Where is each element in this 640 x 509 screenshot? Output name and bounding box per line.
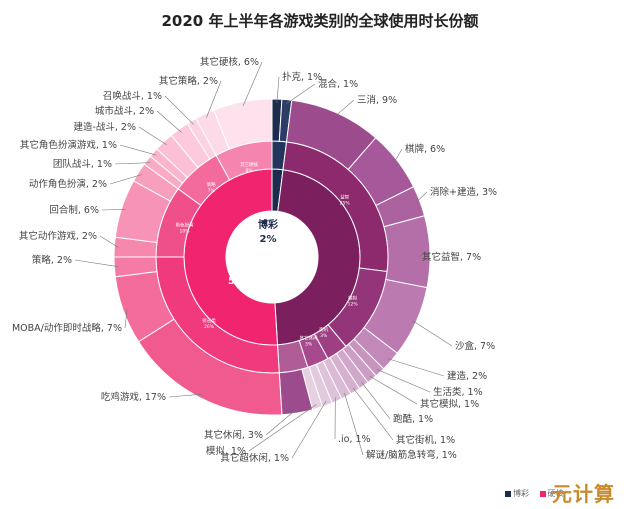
leader-line-25 bbox=[138, 126, 167, 145]
leader-line-14 bbox=[291, 401, 327, 459]
leader-line-29 bbox=[242, 61, 263, 106]
leader-line-15 bbox=[248, 404, 317, 452]
middle-label-2: 模拟 12% bbox=[348, 294, 359, 307]
leader-line-10 bbox=[361, 382, 391, 420]
middle-label-4: 其它休闲 3% bbox=[300, 334, 318, 347]
legend-item-gambling: 博彩 bbox=[505, 489, 529, 498]
inner-label-name-2: 硬核 bbox=[230, 260, 250, 273]
leader-line-17 bbox=[168, 393, 203, 398]
inner-label-value-0: 2% bbox=[260, 234, 277, 245]
leader-line-21 bbox=[101, 209, 126, 211]
leader-line-28 bbox=[206, 80, 222, 118]
outer-label-11: 其它街机, 1% bbox=[396, 434, 455, 446]
outer-label-26: 城市战斗, 2% bbox=[95, 105, 154, 117]
leader-line-4 bbox=[415, 191, 428, 203]
outer-label-29: 其它硬核, 6% bbox=[200, 56, 259, 68]
watermark-logo: 元计算 bbox=[552, 482, 615, 506]
outer-label-12: 解谜/脑筋急转弯, 1% bbox=[366, 449, 457, 461]
leader-line-22 bbox=[109, 174, 143, 185]
outer-label-21: 回合制, 6% bbox=[49, 204, 99, 216]
inner-label-name-0: 博彩 bbox=[258, 218, 278, 231]
outer-label-22: 动作角色扮演, 2% bbox=[29, 178, 107, 190]
outer-label-13: .io, 1% bbox=[338, 434, 371, 445]
outer-label-17: 吃鸡游戏, 17% bbox=[101, 391, 166, 403]
leader-line-5 bbox=[418, 251, 427, 258]
leader-line-8 bbox=[377, 369, 431, 393]
middle-label-9: 其它硬核 8% bbox=[240, 161, 258, 174]
leader-line-27 bbox=[164, 95, 194, 125]
center-hole bbox=[226, 211, 318, 303]
leader-line-11 bbox=[352, 387, 394, 441]
legend-swatch-hardcore bbox=[539, 490, 546, 497]
leader-line-18 bbox=[124, 309, 128, 329]
outer-label-2: 三消, 9% bbox=[357, 94, 397, 106]
outer-segment-29 bbox=[213, 98, 273, 150]
outer-label-28: 其它策略, 2% bbox=[159, 75, 218, 87]
outer-label-18: MOBA/动作即时战略, 7% bbox=[12, 322, 122, 334]
inner-label-value-2: 51% bbox=[228, 276, 252, 287]
outer-label-6: 沙盒, 7% bbox=[455, 340, 495, 352]
leader-line-19 bbox=[74, 259, 119, 267]
outer-label-24: 其它角色扮演游戏, 1% bbox=[20, 139, 117, 151]
outer-label-0: 扑克, 1% bbox=[282, 71, 322, 83]
leader-line-3 bbox=[393, 148, 403, 164]
outer-label-9: 其它模拟, 1% bbox=[420, 398, 479, 410]
outer-label-14: 其它超休闲, 1% bbox=[220, 452, 289, 464]
middle-label-6: 射击类 26% bbox=[202, 317, 216, 330]
leader-line-16 bbox=[265, 408, 297, 436]
legend-label-hardcore: 硬核 bbox=[547, 489, 564, 498]
leader-line-7 bbox=[387, 358, 445, 377]
inner-label-name-1: 休闲 bbox=[285, 246, 306, 259]
inner-label-value-1: 47% bbox=[284, 262, 308, 273]
leader-line-24 bbox=[119, 144, 157, 156]
leader-line-26 bbox=[156, 110, 182, 133]
outer-label-7: 建造, 2% bbox=[447, 370, 487, 382]
outer-label-1: 混合, 1% bbox=[318, 78, 358, 90]
leader-line-20 bbox=[99, 235, 119, 248]
outer-label-19: 策略, 2% bbox=[32, 254, 72, 266]
middle-label-1: 益智 25% bbox=[340, 194, 351, 207]
leader-line-12 bbox=[344, 392, 364, 456]
middle-label-8: 策略 7% bbox=[207, 181, 216, 194]
outer-label-5: 其它益智, 7% bbox=[422, 251, 481, 263]
outer-label-16: 其它休闲, 3% bbox=[204, 429, 263, 441]
outer-label-25: 建造-战斗, 2% bbox=[73, 121, 136, 133]
outer-label-8: 生活类, 1% bbox=[433, 386, 483, 398]
middle-label-3: 街机 3% bbox=[319, 326, 328, 339]
outer-label-10: 跑酷, 1% bbox=[393, 413, 433, 425]
leader-line-6 bbox=[412, 320, 453, 347]
leader-line-1 bbox=[286, 83, 316, 104]
leader-line-2 bbox=[334, 99, 355, 117]
legend-item-hardcore: 硬核 bbox=[539, 489, 564, 498]
leader-line-9 bbox=[369, 375, 418, 405]
outer-label-23: 团队战斗, 1% bbox=[53, 158, 112, 170]
legend-swatch-gambling bbox=[505, 490, 511, 497]
outer-label-20: 其它动作游戏, 2% bbox=[19, 230, 97, 242]
outer-label-4: 消除+建造, 3% bbox=[430, 186, 497, 198]
chart-legend: 博彩 硬核 bbox=[505, 488, 572, 499]
outer-label-15: 模拟, 1% bbox=[206, 445, 246, 457]
legend-label-gambling: 博彩 bbox=[513, 489, 529, 498]
outer-label-3: 棋牌, 6% bbox=[405, 143, 445, 155]
outer-label-27: 召唤战斗, 1% bbox=[103, 90, 162, 102]
chart-title: 2020 年上半年各游戏类别的全球使用时长份额 bbox=[161, 12, 479, 30]
leader-line-23 bbox=[114, 162, 151, 165]
leader-line-0 bbox=[276, 76, 280, 104]
middle-label-7: 角色扮演 10% bbox=[176, 222, 194, 235]
